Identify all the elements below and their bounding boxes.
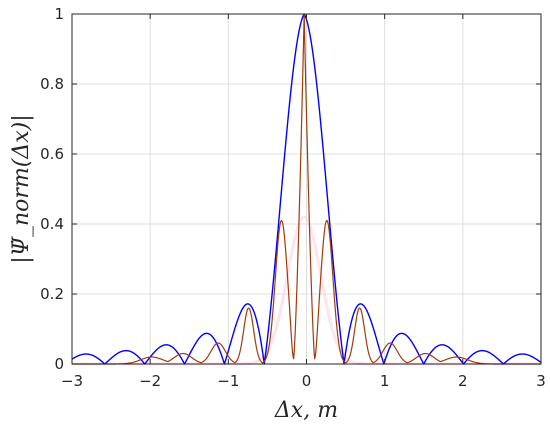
y-tick-label: 0 [54, 355, 64, 373]
x-tick-label: −1 [217, 372, 239, 390]
tick-labels: −3 −2 −1 0 1 2 3 0 0.2 0.4 0.6 0.8 1 [40, 5, 546, 390]
y-axis-label: |Ψ̇_norm(Δx)| [9, 114, 34, 263]
x-tick-label: 3 [536, 372, 546, 390]
y-tick-label: 0.8 [40, 75, 64, 93]
x-tick-label: 0 [302, 372, 312, 390]
x-tick-label: −2 [139, 372, 161, 390]
x-tick-label: −3 [61, 372, 83, 390]
y-tick-label: 0.2 [40, 285, 64, 303]
grid [71, 13, 542, 365]
x-tick-label: 2 [458, 372, 468, 390]
ticks [71, 13, 542, 365]
y-tick-label: 0.6 [40, 145, 64, 163]
x-axis-label: Δx, m [274, 398, 338, 423]
x-tick-label: 1 [380, 372, 390, 390]
y-tick-label: 0.4 [40, 215, 64, 233]
y-tick-label: 1 [54, 5, 64, 23]
series-line-2 [71, 13, 542, 365]
